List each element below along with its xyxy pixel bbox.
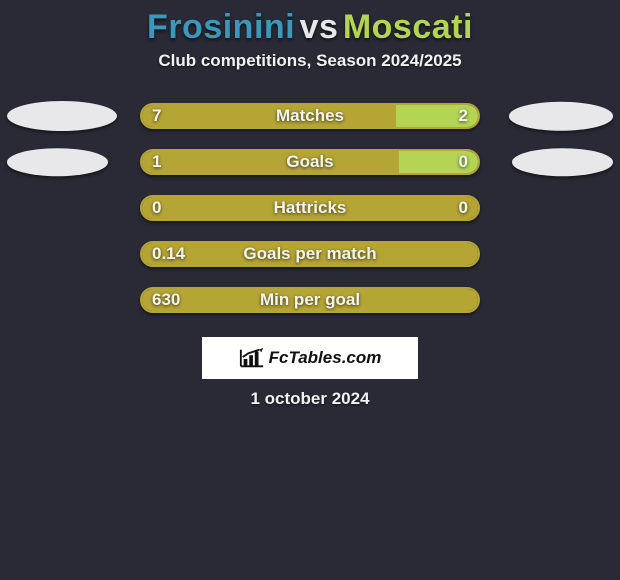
subtitle: Club competitions, Season 2024/2025 bbox=[0, 51, 620, 71]
vs-text: vs bbox=[300, 8, 339, 46]
stat-bar-fill-left bbox=[142, 243, 478, 265]
stat-bar: Goals10 bbox=[140, 149, 480, 175]
stat-row: Hattricks00 bbox=[0, 191, 620, 225]
footer-date: 1 october 2024 bbox=[0, 389, 620, 409]
proportion-ellipse-right bbox=[509, 102, 614, 131]
stat-bar-fill-left bbox=[142, 151, 399, 173]
stat-bar: Hattricks00 bbox=[140, 195, 480, 221]
stat-bar-fill-left bbox=[142, 289, 478, 311]
page-title: Frosinini vs Moscati bbox=[0, 0, 620, 51]
player1-name: Frosinini bbox=[147, 8, 295, 46]
proportion-ellipse-left bbox=[7, 101, 117, 131]
stat-bar-fill-right bbox=[399, 151, 478, 173]
stat-bar-fill-right bbox=[396, 105, 478, 127]
stat-row: Min per goal630 bbox=[0, 283, 620, 317]
proportion-ellipse-left bbox=[7, 148, 108, 176]
stat-row: Matches72 bbox=[0, 99, 620, 133]
stat-bar: Min per goal630 bbox=[140, 287, 480, 313]
bar-chart-icon bbox=[239, 347, 265, 369]
player2-name: Moscati bbox=[343, 8, 473, 46]
stat-row: Goals10 bbox=[0, 145, 620, 179]
logo-text: FcTables.com bbox=[269, 348, 382, 368]
stat-bar: Matches72 bbox=[140, 103, 480, 129]
stat-row: Goals per match0.14 bbox=[0, 237, 620, 271]
stat-bar-fill-left bbox=[142, 105, 396, 127]
stats-container: Matches72 Goals10 Hattricks00 Goals per mat… bbox=[0, 99, 620, 317]
proportion-ellipse-right bbox=[512, 148, 613, 176]
fctables-logo: FcTables.com bbox=[202, 337, 418, 379]
stat-bar: Goals per match0.14 bbox=[140, 241, 480, 267]
stat-bar-fill-left bbox=[142, 197, 478, 219]
